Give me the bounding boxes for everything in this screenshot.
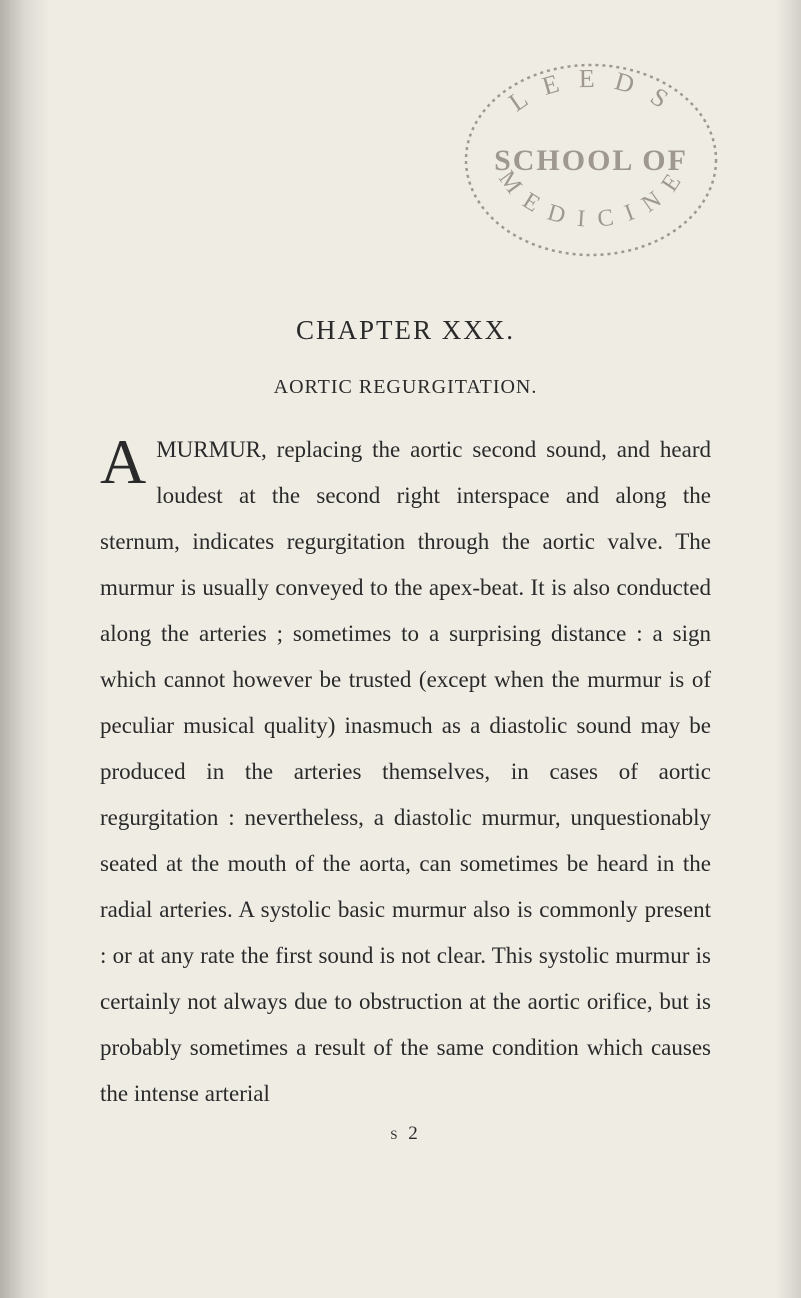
svg-text:L E E D S: L E E D S bbox=[504, 64, 679, 117]
section-title: AORTIC REGURGITATION. bbox=[100, 376, 711, 399]
library-stamp: L E E D S SCHOOL OF M E D I C I N E bbox=[456, 55, 726, 265]
stamp-svg: L E E D S SCHOOL OF M E D I C I N E bbox=[456, 55, 726, 265]
page: L E E D S SCHOOL OF M E D I C I N E CHAP… bbox=[0, 0, 801, 1298]
body-text-content: MURMUR, replacing the aortic second soun… bbox=[100, 437, 711, 1106]
chapter-title: CHAPTER XXX. bbox=[100, 315, 711, 346]
body-paragraph: A MURMUR, replacing the aortic second so… bbox=[100, 427, 711, 1117]
signature-mark: s 2 bbox=[100, 1123, 711, 1145]
stamp-middle-text: SCHOOL OF bbox=[494, 144, 688, 177]
stamp-top-text: L E E D S bbox=[504, 64, 679, 117]
drop-cap: A bbox=[100, 427, 156, 491]
